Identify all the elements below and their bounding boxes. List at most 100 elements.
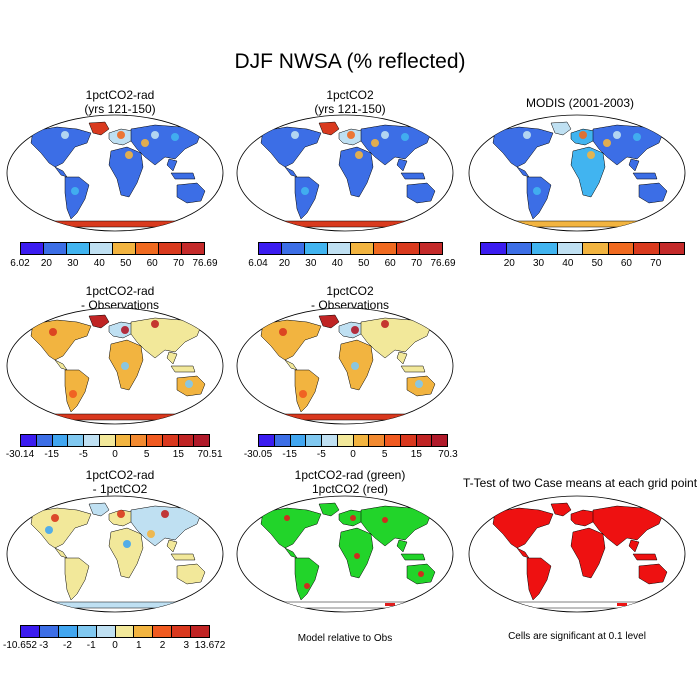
continent-indochina: [628, 539, 640, 553]
colorbar-swatch: [481, 243, 507, 254]
colorbar-swatch: [182, 243, 204, 254]
colorbar-tick-label: -15: [44, 449, 59, 460]
panel-title-line2: (yrs 121-150): [84, 102, 156, 116]
colorbar-swatch: [39, 626, 59, 637]
colorbar-swatch: [90, 243, 113, 254]
field-patch: [121, 362, 129, 370]
colorbar-tick-label: 0: [112, 449, 118, 460]
colorbar-tick-label: -30.05: [243, 449, 273, 460]
field-patch: [351, 326, 359, 334]
colorbar-1pctco2: [258, 242, 443, 255]
continent-greenland: [318, 502, 340, 517]
field-patch: [71, 187, 79, 195]
colorbar-tick-label: 76.69: [430, 258, 456, 269]
continent-africa: [338, 527, 374, 579]
colorbar-swatch: [353, 435, 370, 446]
panel-title-line2: 1pctCO2 (red): [311, 482, 389, 496]
antarctic-patch: [617, 603, 627, 606]
colorbar-1pctco2-rad-minus-obs: [20, 434, 210, 447]
field-patch: [141, 139, 149, 147]
colorbar-swatch: [153, 626, 173, 637]
figure-title: DJF NWSA (% reflected): [234, 50, 466, 73]
colorbar-tick-label: -5: [78, 449, 88, 460]
colorbar-swatch: [84, 435, 100, 446]
colorbar-tick-label: -30.14: [5, 449, 35, 460]
colorbar-swatch: [136, 243, 159, 254]
field-patch: [579, 131, 587, 139]
panel-title-1pctco2: 1pctCO2 (yrs 121-150): [240, 88, 460, 116]
field-patch: [587, 151, 595, 159]
colorbar-swatch: [369, 435, 385, 446]
colorbar-swatch: [290, 435, 307, 446]
field-patch: [291, 131, 299, 139]
map-green-red-compare: [236, 495, 454, 613]
map-1pctco2-rad: [6, 114, 224, 232]
colorbar-tick-label: 40: [93, 258, 105, 269]
panel-title-green-red: 1pctCO2-rad (green) 1pctCO2 (red): [240, 468, 460, 496]
continent-southAmerica: [294, 176, 320, 220]
colorbar-swatch: [21, 626, 40, 637]
colorbar-tick-label: 6.04: [248, 258, 268, 269]
colorbar-swatch: [306, 435, 322, 446]
continent-indochina: [396, 351, 408, 365]
continent-indonesia: [400, 172, 426, 180]
continent-northAmerica: [260, 319, 322, 361]
colorbar-swatch: [432, 435, 447, 446]
field-patch: [371, 139, 379, 147]
field-patch: [523, 131, 531, 139]
colorbar-rad-minus-1pctco2: [20, 625, 210, 638]
colorbar-swatch: [172, 626, 192, 637]
colorbar-modis: [480, 242, 685, 255]
colorbar-labels-modis: 20 30 40 50 60 70: [480, 258, 685, 270]
colorbar-swatch: [44, 243, 67, 254]
continent-northAmerica: [260, 126, 322, 168]
continent-northAmerica: [30, 126, 92, 168]
colorbar-tick-label: -15: [282, 449, 297, 460]
colorbar-swatch: [113, 243, 136, 254]
colorbar-tick-label: 13.672: [194, 640, 226, 651]
colorbar-swatch: [634, 243, 660, 254]
field-patch: [299, 390, 307, 398]
colorbar-swatch: [194, 435, 209, 446]
colorbar-swatch: [305, 243, 328, 254]
field-patch: [415, 380, 423, 388]
colorbar-tick-label: 76.69: [192, 258, 218, 269]
colorbar-tick-label: 70.3: [438, 449, 458, 460]
field-patch: [51, 514, 59, 522]
continent-africa: [338, 146, 374, 198]
continent-indochina: [628, 158, 640, 172]
colorbar-swatch: [351, 243, 374, 254]
colorbar-swatch: [659, 243, 684, 254]
colorbar-tick-label: 70.51: [197, 449, 223, 460]
continent-indonesia: [170, 172, 196, 180]
field-patch: [61, 131, 69, 139]
continent-northAmerica: [30, 507, 92, 549]
colorbar-tick-label: 0: [350, 449, 356, 460]
colorbar-swatch: [159, 243, 182, 254]
colorbar-swatch: [131, 435, 147, 446]
colorbar-swatch: [282, 243, 305, 254]
continent-greenland: [88, 502, 110, 517]
continent-australia: [638, 563, 668, 585]
field-patch: [45, 526, 53, 534]
colorbar-swatch: [385, 435, 401, 446]
continent-antarctica: [26, 413, 204, 421]
map-1pctco2: [236, 114, 454, 232]
map-rad-minus-1pctco2: [6, 495, 224, 613]
colorbar-swatch: [532, 243, 558, 254]
field-patch: [603, 139, 611, 147]
field-patch: [347, 131, 355, 139]
continent-africa: [108, 146, 144, 198]
continent-southAmerica: [294, 369, 320, 413]
colorbar-swatch: [397, 243, 420, 254]
colorbar-tick-label: -10.652: [3, 640, 37, 651]
continent-australia: [176, 563, 206, 585]
continent-indochina: [396, 539, 408, 553]
panel-title-rad-minus-1pctco2: 1pctCO2-rad - 1pctCO2: [10, 468, 230, 496]
colorbar-swatch: [178, 435, 195, 446]
field-patch: [125, 151, 133, 159]
panel-title-modis: MODIS (2001-2003): [470, 96, 690, 110]
field-patch: [354, 553, 360, 559]
map-modis: [468, 114, 686, 232]
continent-indonesia: [170, 553, 196, 561]
